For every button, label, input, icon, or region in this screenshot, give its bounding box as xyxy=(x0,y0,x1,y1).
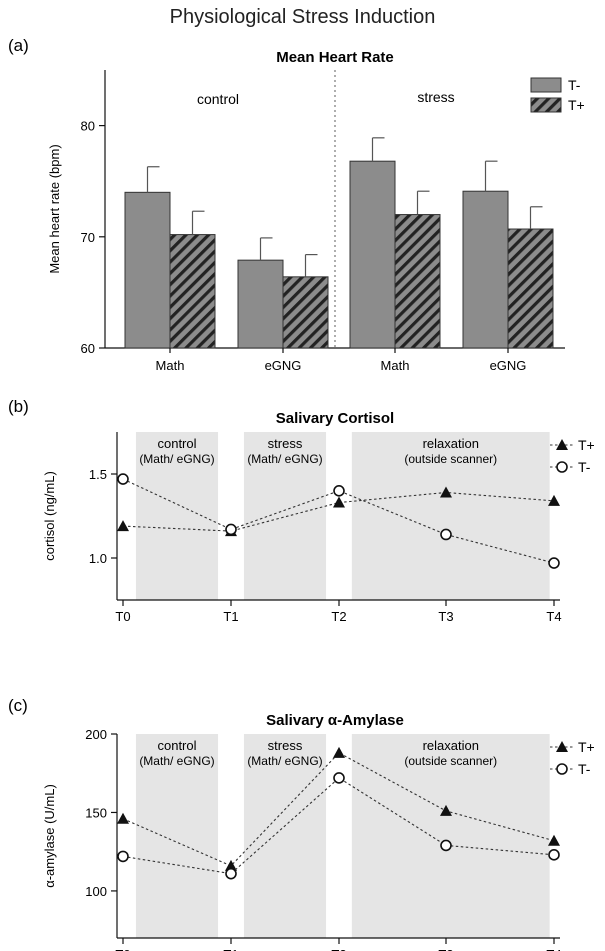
x-tick-label-b: T4 xyxy=(546,609,561,624)
x-tick-label-b: T1 xyxy=(223,609,238,624)
phase-band-b-2 xyxy=(351,432,550,600)
x-tick-label-a: Math xyxy=(156,358,185,373)
phase-sublabel-b-0: (Math/ eGNG) xyxy=(139,452,214,466)
legend-swatch-T+ xyxy=(530,97,562,113)
bar-T--3 xyxy=(462,190,509,349)
phase-sublabel-c-0: (Math/ eGNG) xyxy=(139,754,214,768)
legend-label-c-T+: T+ xyxy=(578,739,595,755)
y-tick-label-b: 1.0 xyxy=(89,551,107,566)
x-tick-label-b: T3 xyxy=(438,609,453,624)
phase-band-b-0 xyxy=(135,432,219,600)
y-tick-label-a: 80 xyxy=(81,119,95,134)
legend-label-b-T+: T+ xyxy=(578,437,595,453)
y-axis-label-a: Mean heart rate (bpm) xyxy=(47,144,62,273)
x-tick-label-c: T3 xyxy=(438,947,453,951)
phase-band-b-1 xyxy=(243,432,327,600)
marker-b-T+-2 xyxy=(333,496,345,508)
legend-label-c-T-: T- xyxy=(578,761,591,777)
phase-band-c-1 xyxy=(243,734,327,938)
legend-label-T+: T+ xyxy=(568,97,585,113)
x-tick-label-a: eGNG xyxy=(490,358,527,373)
phase-sublabel-c-1: (Math/ eGNG) xyxy=(247,754,322,768)
marker-b-T--3 xyxy=(440,528,452,541)
legend-marker-b-T+ xyxy=(556,439,568,450)
x-tick-label-c: T4 xyxy=(546,947,561,951)
legend-marker-c-T- xyxy=(556,763,568,775)
legend-label-T-: T- xyxy=(568,77,581,93)
y-tick-label-a: 60 xyxy=(81,341,95,356)
y-tick-label-c: 100 xyxy=(85,884,107,899)
figure-title: Physiological Stress Induction xyxy=(169,6,436,28)
marker-b-T+-4 xyxy=(548,494,560,506)
phase-label-c-1: stress xyxy=(268,738,303,753)
bar-T+-2 xyxy=(394,214,441,349)
y-tick-label-a: 70 xyxy=(81,230,95,245)
chart-title-c: Salivary α-Amylase xyxy=(266,712,404,729)
marker-c-T+-1 xyxy=(225,859,237,871)
bar-T+-1 xyxy=(282,276,329,349)
y-tick-label-c: 150 xyxy=(85,805,107,820)
y-axis-label-c: α-amylase (U/mL) xyxy=(42,784,57,888)
marker-b-T+-3 xyxy=(440,486,452,498)
phase-label-c-0: control xyxy=(157,738,196,753)
x-tick-label-c: T2 xyxy=(331,947,346,951)
marker-c-T--2 xyxy=(333,772,345,784)
x-tick-label-b: T2 xyxy=(331,609,346,624)
marker-b-T--4 xyxy=(548,557,560,569)
phase-sublabel-b-1: (Math/ eGNG) xyxy=(247,452,322,466)
chart-title-b: Salivary Cortisol xyxy=(276,410,394,427)
marker-c-T+-3 xyxy=(440,804,452,816)
phase-sublabel-b-2: (outside scanner) xyxy=(404,452,497,466)
marker-c-T--0 xyxy=(117,850,129,863)
y-tick-label-b: 1.5 xyxy=(89,467,107,482)
marker-b-T+-0 xyxy=(117,520,129,532)
phase-label-c-2: relaxation xyxy=(423,738,479,753)
legend-label-b-T-: T- xyxy=(578,459,591,475)
marker-b-T--1 xyxy=(225,523,237,536)
phase-label-b-1: stress xyxy=(268,436,303,451)
marker-c-T--4 xyxy=(548,849,560,861)
marker-c-T+-0 xyxy=(117,812,129,824)
x-tick-label-c: T1 xyxy=(223,947,238,951)
bar-T--1 xyxy=(237,259,284,349)
x-tick-label-b: T0 xyxy=(115,609,130,624)
marker-c-T--3 xyxy=(440,839,452,852)
bar-T--2 xyxy=(349,160,396,349)
group-label-control: control xyxy=(197,91,239,107)
phase-band-c-0 xyxy=(135,734,219,938)
panel-label-a: (a) xyxy=(8,36,29,55)
x-tick-label-c: T0 xyxy=(115,947,130,951)
marker-c-T+-2 xyxy=(333,746,345,758)
legend-marker-c-T+ xyxy=(556,741,568,752)
legend-marker-b-T- xyxy=(556,461,568,473)
bar-T+-3 xyxy=(507,228,554,349)
bar-T+-0 xyxy=(169,234,216,349)
panel-label-c: (c) xyxy=(8,696,28,715)
panel-label-b: (b) xyxy=(8,397,29,416)
marker-b-T--0 xyxy=(117,473,129,485)
marker-b-T--2 xyxy=(333,484,345,497)
phase-label-b-0: control xyxy=(157,436,196,451)
phase-sublabel-c-2: (outside scanner) xyxy=(404,754,497,768)
bar-T--0 xyxy=(124,191,171,349)
series-line-b-T+ xyxy=(122,491,555,532)
series-line-c-T- xyxy=(122,777,555,875)
chart-title-a: Mean Heart Rate xyxy=(276,49,394,66)
series-line-b-T- xyxy=(122,478,555,564)
legend-swatch-T- xyxy=(530,77,562,93)
marker-c-T--1 xyxy=(225,867,237,880)
group-label-stress: stress xyxy=(417,89,454,105)
y-axis-label-b: cortisol (ng/mL) xyxy=(42,471,57,561)
phase-label-b-2: relaxation xyxy=(423,436,479,451)
phase-band-c-2 xyxy=(351,734,550,938)
x-tick-label-a: eGNG xyxy=(265,358,302,373)
x-tick-label-a: Math xyxy=(381,358,410,373)
marker-c-T+-4 xyxy=(548,834,560,846)
y-tick-label-c: 200 xyxy=(85,727,107,742)
